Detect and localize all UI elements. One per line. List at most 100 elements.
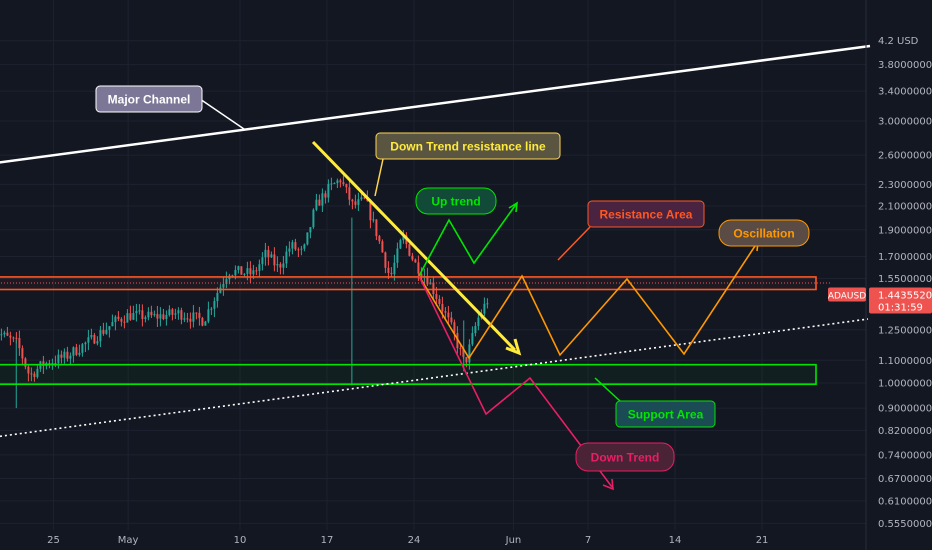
down-trend-resistance-label[interactable]: Down Trend resistance line <box>374 132 561 197</box>
candle <box>270 251 273 258</box>
trend-lines <box>0 44 871 491</box>
candle <box>432 276 435 301</box>
y-tick-label: 4.2 <box>878 36 894 47</box>
symbol-tag: ADAUSD <box>828 287 866 302</box>
grid-lines <box>0 0 866 530</box>
x-tick-label: 17 <box>321 535 334 546</box>
candle <box>183 312 186 323</box>
candle <box>162 308 165 321</box>
candle <box>450 311 453 325</box>
candle <box>60 350 63 364</box>
x-tick-label: 24 <box>408 535 421 546</box>
candle <box>327 179 330 203</box>
candle <box>111 314 114 327</box>
lower-channel-line[interactable] <box>0 318 869 438</box>
candle <box>267 245 270 266</box>
candle <box>84 341 87 353</box>
candle <box>147 307 150 321</box>
up-trend-label[interactable]: Up trend <box>415 187 497 215</box>
candle <box>222 277 225 296</box>
candle <box>138 304 141 315</box>
candle <box>18 330 21 356</box>
zones <box>0 276 817 385</box>
candle <box>399 238 402 249</box>
up-trend-path[interactable] <box>418 202 518 277</box>
candle <box>378 234 381 244</box>
candle <box>330 177 333 191</box>
candle <box>318 194 321 206</box>
x-tick-label: 10 <box>234 535 247 546</box>
down-trend-path[interactable] <box>418 275 613 488</box>
candle <box>0 328 3 341</box>
candle <box>30 367 33 382</box>
current-price-tag: 1.4435520201:31:59 <box>869 287 932 314</box>
candle <box>9 331 12 346</box>
time-axis[interactable]: 25 May 10 17 24 Jun 7 14 21 <box>47 535 768 546</box>
candle <box>213 297 216 318</box>
candle <box>471 326 474 347</box>
candle <box>384 251 387 274</box>
candle <box>120 317 123 327</box>
candle <box>390 267 393 278</box>
resistance-area-label[interactable]: Resistance Area <box>557 200 705 261</box>
annotation-text: Down Trend <box>591 451 660 465</box>
candle <box>174 308 177 320</box>
candle <box>483 297 486 317</box>
candle <box>135 303 138 322</box>
candle <box>96 336 99 346</box>
major-channel-line[interactable] <box>0 44 871 164</box>
candle <box>240 266 243 275</box>
support-area-label[interactable]: Support Area <box>594 377 716 428</box>
candle <box>411 252 414 262</box>
major-channel-label[interactable]: Major Channel <box>95 85 245 130</box>
candle <box>336 178 339 189</box>
candle <box>477 311 480 331</box>
y-unit-label: USD <box>897 36 919 47</box>
candle <box>102 322 105 336</box>
candle <box>351 198 354 210</box>
candle <box>312 208 315 229</box>
y-tick-label: 2.30000000 <box>878 180 932 191</box>
candle <box>303 243 306 252</box>
annotation-text: Oscillation <box>733 227 794 241</box>
candle <box>3 330 6 338</box>
annotation-text: Major Channel <box>108 93 191 107</box>
down-trend-arrowhead <box>505 338 522 356</box>
candle <box>459 344 462 356</box>
candle <box>210 307 213 316</box>
candle <box>249 261 252 283</box>
x-tick-label: Jun <box>505 535 522 546</box>
support-area-zone[interactable] <box>0 363 817 385</box>
candle <box>285 245 288 268</box>
candle <box>438 295 441 307</box>
candle <box>414 258 417 263</box>
candle <box>12 336 15 343</box>
candle <box>354 194 357 209</box>
annotation-text: Up trend <box>431 195 480 209</box>
candle <box>90 328 93 340</box>
oscillation-label[interactable]: Oscillation <box>718 219 810 247</box>
oscillation-path[interactable] <box>418 245 756 360</box>
candle <box>132 305 135 321</box>
candle <box>486 298 489 309</box>
candle <box>165 310 168 326</box>
y-tick-label: 3.40000000 <box>878 87 932 98</box>
candle <box>297 247 300 258</box>
candle <box>273 247 276 272</box>
candle <box>375 219 378 241</box>
candle <box>126 309 129 323</box>
candle <box>453 319 456 341</box>
down-trend-resistance-line[interactable] <box>311 140 517 352</box>
x-tick-label: 7 <box>585 535 591 546</box>
candle <box>306 232 309 246</box>
down-trend-label[interactable]: Down Trend <box>575 442 675 472</box>
candle <box>396 242 399 268</box>
candle <box>24 357 27 370</box>
candle <box>315 193 318 212</box>
symbol-text: ADAUSD <box>828 291 866 301</box>
resistance-area-zone[interactable] <box>0 276 817 291</box>
y-tick-label: 1.10000000 <box>878 356 932 367</box>
